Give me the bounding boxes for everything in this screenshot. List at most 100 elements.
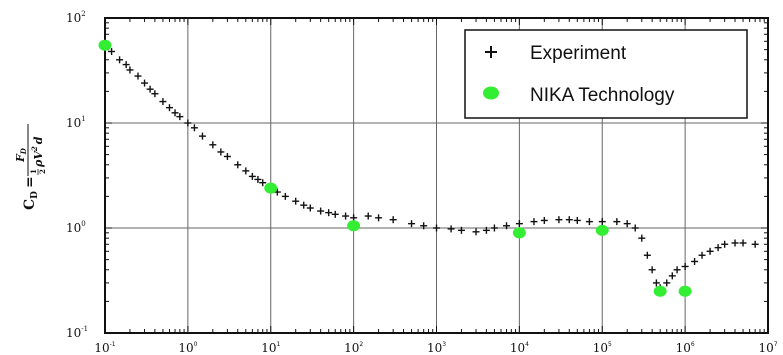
nika-point [653,285,667,297]
experiment-point [217,148,225,156]
experiment-point [555,216,563,224]
experiment-point [663,279,671,287]
ylabel-lhs: C [22,199,38,210]
experiment-point [242,167,250,175]
x-tick-label: 102 [344,341,363,355]
experiment-point [223,152,231,160]
legend-nika-label: NIKA Technology [530,85,675,106]
x-tick-label: 101 [261,341,280,355]
ylabel-den-d: d [32,136,45,144]
experiment-point [122,61,130,69]
x-tick-labels: 10-1 100 101 102 103 104 105 106 107 [94,341,777,355]
experiment-point [350,214,358,222]
experiment-point [141,79,149,87]
experiment-point [254,175,262,183]
experiment-point [408,220,416,228]
experiment-point [447,225,455,233]
legend-experiment-marker [485,46,497,58]
experiment-point [503,222,511,230]
experiment-point [721,240,729,248]
experiment-point [375,214,383,222]
experiment-point [638,234,646,242]
experiment-point [126,66,134,74]
ylabel-den-rest: ρV [32,150,45,168]
experiment-point [613,218,621,226]
experiment-point [292,197,300,205]
ylabel-den-sup: 2 [30,146,39,152]
x-tick-label: 106 [676,341,695,355]
experiment-point [706,247,714,255]
experiment-point [573,216,581,224]
experiment-point [585,218,593,226]
experiment-point [364,212,372,220]
experiment-point [698,251,706,259]
experiment-point [325,209,333,217]
nika-point [347,220,361,232]
svg-text:FD: FD [14,147,28,163]
experiment-point [751,240,759,248]
experiment-point [159,98,167,106]
experiment-point [389,216,397,224]
axis-ticks [104,18,768,334]
experiment-point [643,251,651,259]
experiment-point [673,266,681,274]
experiment-point [631,224,639,232]
experiment-point [342,212,350,220]
ylabel-num-sub: D [19,147,28,155]
experiment-point [565,216,573,224]
ylabel-num: F [14,153,27,163]
experiment-point [540,216,548,224]
experiment-point [176,113,184,121]
x-tick-label: 104 [510,341,529,355]
ylabel-eq: = [22,176,38,188]
series-experiment [101,41,759,292]
experiment-point [146,85,154,93]
y-tick-label: 10-1 [66,325,88,340]
y-tick-label: 100 [66,220,86,235]
experiment-point [681,262,689,270]
experiment-point [317,207,325,215]
y-tick-labels: 102 101 100 10-1 [66,10,88,340]
experiment-point [171,109,179,117]
experiment-point [731,239,739,247]
experiment-point [515,220,523,228]
experiment-point [598,218,606,226]
y-axis-label: CD= FD 1 2 ρV2d [14,124,47,210]
legend-box [464,29,748,119]
nika-point [98,39,112,51]
nika-point [678,285,692,297]
legend: Experiment NIKA Technology [464,29,748,119]
experiment-point [248,172,256,180]
experiment-point [623,220,631,228]
nika-point [595,224,609,236]
experiment-point [116,56,124,64]
y-tick-label: 102 [66,10,86,25]
experiment-point [457,226,465,234]
experiment-point [300,201,308,209]
experiment-point [482,226,490,234]
experiment-point [714,244,722,252]
experiment-point [234,161,242,169]
experiment-point [190,124,198,132]
experiment-point [165,104,173,112]
ylabel-half-num: 1 [29,169,38,174]
experiment-point [668,272,676,280]
ylabel-half-den: 2 [38,169,47,174]
legend-nika-marker [483,86,499,100]
experiment-point [108,47,116,55]
experiment-point [652,279,660,287]
experiment-point [472,228,480,236]
experiment-point [198,132,206,140]
y-tick-label: 101 [66,115,86,130]
experiment-point [209,141,217,149]
experiment-point [433,224,440,232]
experiment-point [739,239,747,247]
experiment-point [648,266,656,274]
experiment-point [281,192,289,200]
experiment-point [490,224,498,232]
nika-point [512,227,526,239]
svg-text:ρV2d: ρV2 d [30,136,45,168]
experiment-point [151,90,159,98]
ylabel-lhs-sub: D [30,191,40,199]
